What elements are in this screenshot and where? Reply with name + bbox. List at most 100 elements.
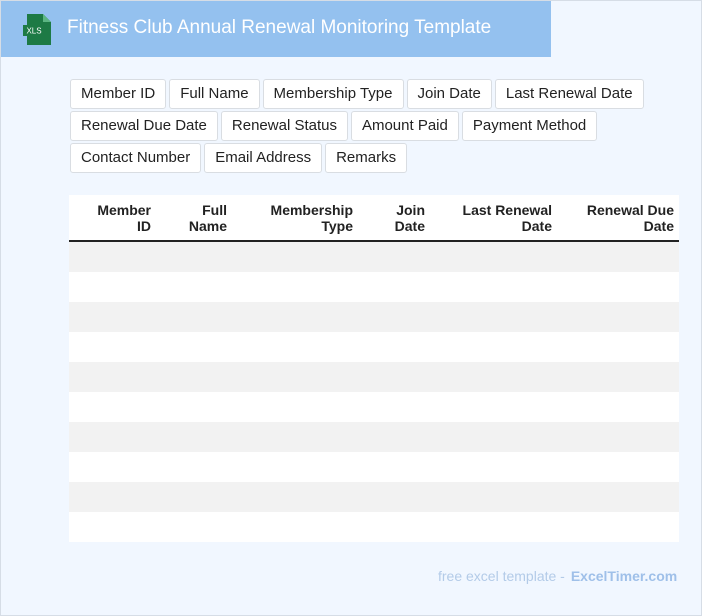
table-cell [156,241,232,272]
table-row [69,452,679,482]
field-tag[interactable]: Last Renewal Date [494,79,644,109]
xls-icon: XLS [23,14,51,45]
table-row [69,362,679,392]
table-cell [156,452,232,482]
table-cell [557,332,679,362]
table-cell [232,332,358,362]
icon-label: XLS [26,27,41,36]
page-title: Fitness Club Annual Renewal Monitoring T… [67,17,492,38]
table-body [69,241,679,542]
table-cell [69,392,156,422]
table-cell [358,302,430,332]
table-cell [156,512,232,542]
table-cell [557,362,679,392]
table-cell [69,422,156,452]
field-tag[interactable]: Member ID [70,79,167,109]
table-row [69,482,679,512]
table-row [69,302,679,332]
table-cell [156,362,232,392]
table-cell [358,272,430,302]
table-cell [232,362,358,392]
table-cell [69,332,156,362]
table-cell [232,392,358,422]
table-cell [69,452,156,482]
table-cell [430,362,557,392]
table-row [69,392,679,422]
column-header: Membership Type [232,195,358,242]
table-cell [430,241,557,272]
field-tag[interactable]: Amount Paid [350,111,459,141]
table-row [69,332,679,362]
table-cell [232,272,358,302]
field-tags: Member ID Full Name Membership Type Join Da… [70,79,650,173]
column-header: Full Name [156,195,232,242]
table-cell [358,241,430,272]
table-cell [358,512,430,542]
table-cell [232,241,358,272]
table-cell [69,362,156,392]
table-cell [156,422,232,452]
table-cell [430,422,557,452]
table-row [69,272,679,302]
table-cell [557,272,679,302]
table-cell [430,332,557,362]
data-table: Member ID Full Name Membership Type Join Da… [69,195,679,542]
table-cell [69,302,156,332]
table-cell [156,332,232,362]
field-tag[interactable]: Full Name [169,79,260,109]
table-row [69,512,679,542]
table-cell [557,241,679,272]
table-cell [358,452,430,482]
table-cell [232,512,358,542]
table-cell [430,272,557,302]
field-tag[interactable]: Contact Number [70,143,202,173]
table-cell [557,302,679,332]
field-tag[interactable]: Email Address [204,143,323,173]
table-cell [557,452,679,482]
table-cell [358,362,430,392]
table-cell [232,482,358,512]
table-cell [430,452,557,482]
column-header: Renewal Due Date [557,195,679,242]
table-cell [358,422,430,452]
table-cell [430,302,557,332]
table-cell [156,482,232,512]
table-cell [69,512,156,542]
footer-brand[interactable]: ExcelTimer.com [570,568,678,584]
table-cell [156,302,232,332]
footer: free excel template - ExcelTimer.com [438,568,677,584]
table-cell [557,392,679,422]
field-tag[interactable]: Membership Type [262,79,404,109]
table-cell [232,452,358,482]
table-cell [557,482,679,512]
table-cell [69,241,156,272]
field-tag[interactable]: Join Date [406,79,492,109]
field-tag[interactable]: Renewal Due Date [70,111,218,141]
table-cell [430,392,557,422]
table-cell [232,302,358,332]
field-tag[interactable]: Remarks [325,143,408,173]
table-cell [358,482,430,512]
footer-text: free excel template - [438,568,565,584]
field-tag[interactable]: Renewal Status [220,111,348,141]
table-row [69,241,679,272]
header-bar: XLS Fitness Club Annual Renewal Monitori… [1,1,551,57]
table-cell [156,272,232,302]
table-cell [557,512,679,542]
table-cell [156,392,232,422]
table-cell [358,392,430,422]
table-row [69,422,679,452]
table-cell [69,482,156,512]
table-cell [430,512,557,542]
column-header: Member ID [69,195,156,242]
column-header: Last Renewal Date [430,195,557,242]
table-cell [430,482,557,512]
table-cell [69,272,156,302]
column-header: Join Date [358,195,430,242]
table-cell [557,422,679,452]
field-tag[interactable]: Payment Method [461,111,598,141]
header-row: Member ID Full Name Membership Type Join Da… [69,195,679,242]
table-cell [232,422,358,452]
table-cell [358,332,430,362]
